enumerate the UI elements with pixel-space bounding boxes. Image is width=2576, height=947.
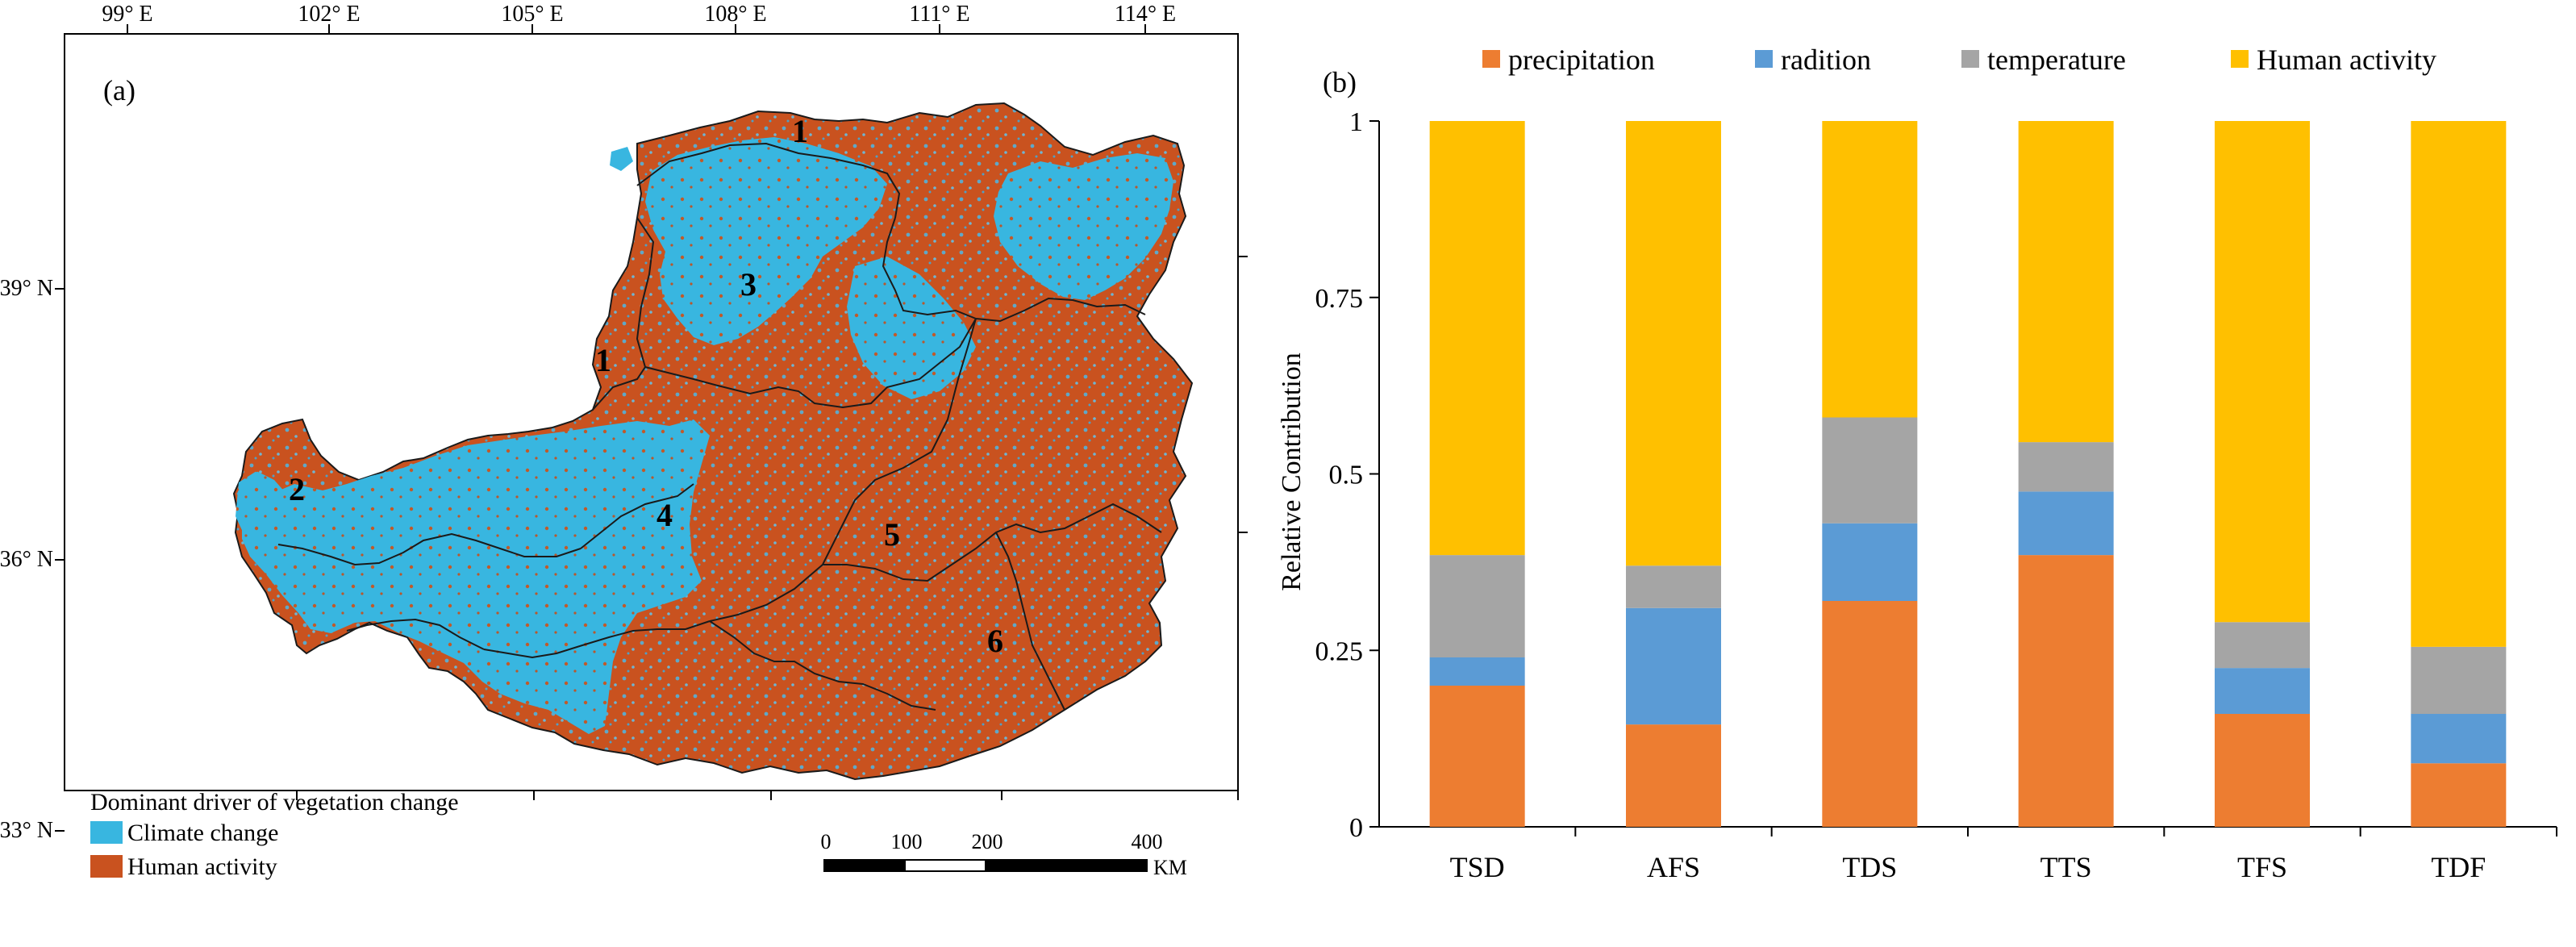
lon-label: 108° E <box>704 2 766 27</box>
bar-temperature-tsd <box>1429 555 1525 657</box>
bar-precipitation-tds <box>1822 601 1918 827</box>
region-climate-center <box>847 257 976 399</box>
bar-precipitation-tfs <box>2215 714 2310 827</box>
bar-radition-tdf <box>2411 714 2507 764</box>
region-label: 1 <box>792 113 808 149</box>
bar-temperature-tds <box>1822 417 1918 524</box>
scale-tick-label: 400 <box>1132 830 1163 853</box>
legend-label-temperature: temperature <box>1987 44 2126 76</box>
legend-swatch-radiation <box>1755 50 1773 68</box>
y-tick-label: 0.25 <box>1315 636 1364 666</box>
x-tick-label: TTS <box>2040 851 2092 883</box>
bar-human-activity-tfs <box>2215 121 2310 623</box>
scale-tick-label: 200 <box>972 830 1003 853</box>
region-label: 6 <box>987 623 1003 659</box>
map-lon-labels: 99° E 102° E 105° E 108° E 111° E 114° E <box>102 2 1176 27</box>
zone-boundaries <box>277 142 1162 711</box>
bar-temperature-tdf <box>2411 646 2507 714</box>
map-legend-item-human: Human activity <box>127 853 277 880</box>
lon-label: 114° E <box>1115 2 1176 27</box>
bar-human-activity-tsd <box>1429 121 1525 556</box>
x-tick-label: AFS <box>1647 851 1700 883</box>
legend-swatch-human <box>90 855 123 878</box>
bar-radition-tfs <box>2215 668 2310 714</box>
map-panel-label: (a) <box>103 74 135 106</box>
region-label: 1 <box>595 342 611 378</box>
bar-temperature-afs <box>1626 565 1721 608</box>
bar-human-activity-tts <box>2018 121 2114 443</box>
region-labels: 1 1 2 3 4 5 6 <box>289 113 1003 659</box>
legend-label-human-activity: Human activity <box>2257 44 2436 76</box>
bar-human-activity-tds <box>1822 121 1918 418</box>
scale-unit: KM <box>1153 856 1187 879</box>
x-tick-label: TDF <box>2431 851 2486 883</box>
bar-precipitation-tdf <box>2411 763 2507 827</box>
chart-panel-label: (b) <box>1323 66 1357 98</box>
lat-label: 39° N <box>0 276 53 301</box>
bar-human-activity-afs <box>1626 121 1721 566</box>
bar-precipitation-tsd <box>1429 686 1525 827</box>
map-legend-item-climate: Climate change <box>127 820 278 846</box>
chart-legend: precipitation radition temperature Human… <box>1482 44 2436 76</box>
lon-label: 111° E <box>909 2 969 27</box>
bar-radition-tts <box>2018 491 2114 556</box>
lat-label: 33° N <box>0 818 53 843</box>
scale-tick-label: 0 <box>821 830 832 853</box>
chart-plot-area: 0 0.25 0.5 0.75 1 TSD AFS TDS TTS TFS TDF <box>1315 107 2557 883</box>
legend-swatch-temperature <box>1961 50 1979 68</box>
y-tick-label: 0.5 <box>1329 461 1364 490</box>
region-climate-north <box>645 137 887 345</box>
region-label: 5 <box>884 516 900 553</box>
lat-label: 36° N <box>0 547 53 572</box>
bar-radition-tsd <box>1429 657 1525 686</box>
bar-radition-afs <box>1626 607 1721 725</box>
region-label: 3 <box>740 266 757 302</box>
bar-temperature-tts <box>2018 442 2114 492</box>
map-legend-title: Dominant driver of vegetation change <box>90 789 459 816</box>
bar-temperature-tfs <box>2215 622 2310 669</box>
region-climate-northeast <box>994 153 1173 300</box>
y-tick-label: 1 <box>1349 107 1363 137</box>
region-climate-small <box>610 147 633 171</box>
bar-precipitation-tts <box>2018 555 2114 827</box>
lon-label: 105° E <box>501 2 563 27</box>
scale-tick-label: 100 <box>891 830 923 853</box>
x-tick-label: TDS <box>1842 851 1897 883</box>
bar-precipitation-afs <box>1626 724 1721 827</box>
region-climate-far-west <box>236 471 305 544</box>
lon-label: 102° E <box>298 2 360 27</box>
legend-swatch-climate <box>90 821 123 844</box>
map-lat-labels: 39° N 36° N 33° N <box>0 276 53 843</box>
x-tick-label: TFS <box>2237 851 2287 883</box>
y-axis-label: Relative Contribution <box>1277 353 1307 591</box>
x-tick-label: TSD <box>1450 851 1505 883</box>
y-tick-label: 0 <box>1349 813 1363 843</box>
map-scale-bar: 0 100 200 400 KM <box>821 830 1187 879</box>
legend-label-radiation: radition <box>1781 44 1871 76</box>
legend-label-precipitation: precipitation <box>1508 44 1655 76</box>
y-tick-label: 0.75 <box>1315 284 1364 314</box>
chart-panel: (b) precipitation radition temperature H… <box>1277 44 2557 883</box>
region-climate-west <box>242 419 710 734</box>
bar-human-activity-tdf <box>2411 121 2507 647</box>
map-frame <box>64 33 1239 791</box>
legend-swatch-human-activity <box>2231 50 2249 68</box>
lon-label: 99° E <box>102 2 152 27</box>
bar-radition-tds <box>1822 523 1918 601</box>
region-label: 2 <box>289 471 305 507</box>
region-label: 4 <box>657 497 673 533</box>
map-frame-ticks <box>55 24 1248 832</box>
map-legend: Dominant driver of vegetation change Cli… <box>90 789 459 880</box>
legend-swatch-precipitation <box>1482 50 1500 68</box>
map-panel: 99° E 102° E 105° E 108° E 111° E 114° E… <box>0 2 1248 880</box>
